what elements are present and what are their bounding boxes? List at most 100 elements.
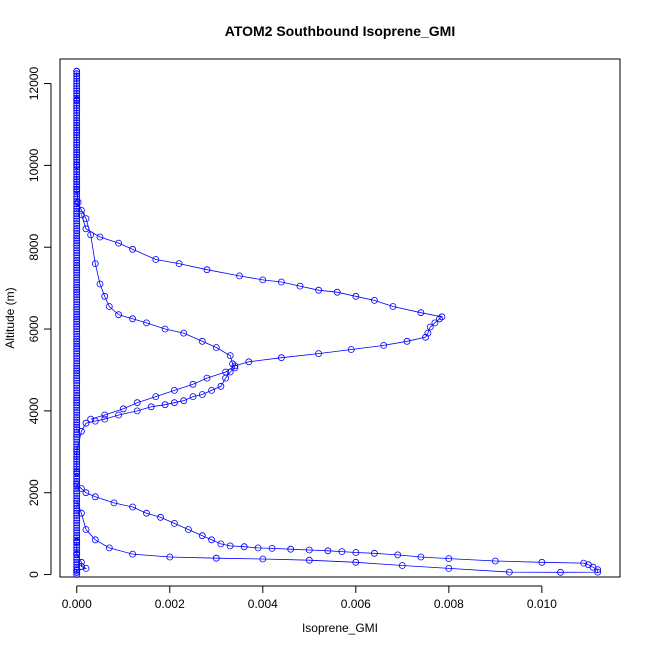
data-point (73, 436, 81, 443)
data-point (73, 313, 81, 321)
data-point (73, 367, 81, 375)
data-point (73, 148, 81, 156)
data-point (73, 195, 81, 203)
data-point (184, 526, 192, 533)
data-point (78, 206, 85, 214)
x-tick-label: 0.006 (341, 597, 371, 611)
x-tick-label: 0.000 (62, 597, 92, 611)
data-point (73, 239, 81, 247)
data-point (73, 514, 81, 522)
data-point (73, 151, 81, 159)
y-axis-label: Altitude (m) (3, 287, 17, 348)
y-tick-label: 4000 (27, 397, 41, 424)
data-point (73, 143, 81, 151)
data-point (245, 358, 253, 366)
data-point (73, 554, 81, 561)
data-point (129, 245, 137, 253)
data-point (129, 550, 137, 558)
data-point (73, 411, 81, 419)
data-point (73, 242, 81, 250)
data-point (143, 319, 150, 327)
data-point (73, 234, 81, 242)
data-point (73, 470, 81, 478)
data-point (73, 561, 81, 569)
data-point (73, 237, 81, 245)
data-point (73, 173, 81, 181)
data-point (73, 440, 81, 448)
data-point (82, 526, 90, 533)
data-point (82, 419, 90, 427)
data-point (180, 397, 188, 405)
data-point (229, 360, 237, 368)
data-point (203, 266, 211, 274)
data-point (73, 416, 81, 424)
data-point (73, 386, 81, 394)
data-point (198, 337, 206, 345)
x-tick-label: 0.008 (434, 597, 464, 611)
data-point (91, 536, 99, 544)
data-point (96, 233, 104, 241)
data-point (73, 220, 81, 227)
data-point (73, 423, 81, 431)
data-point (73, 566, 81, 573)
data-point (73, 121, 81, 129)
data-point (115, 239, 122, 247)
data-point (73, 357, 81, 365)
data-point (161, 401, 169, 409)
data-point (240, 543, 248, 551)
y-tick-label: 12000 (27, 67, 41, 101)
data-point (389, 303, 397, 310)
data-point (73, 362, 81, 370)
data-point (73, 104, 81, 112)
data-point (73, 264, 81, 272)
data-point (505, 568, 513, 576)
data-point (73, 183, 81, 191)
data-point (438, 313, 446, 321)
data-point (73, 215, 81, 223)
data-point (73, 251, 81, 259)
data-point (73, 166, 81, 173)
data-point (73, 129, 81, 137)
data-point (73, 558, 81, 566)
data-point (73, 67, 81, 75)
data-point (157, 513, 164, 521)
data-point (73, 161, 81, 169)
data-point (73, 467, 81, 475)
data-point (203, 374, 211, 382)
series-line (76, 484, 599, 573)
data-point (73, 94, 81, 102)
data-point (73, 288, 81, 296)
data-point (226, 542, 234, 550)
data-point (73, 97, 81, 105)
data-point (417, 309, 425, 317)
data-point (222, 368, 230, 376)
data-point (424, 329, 432, 337)
data-point (73, 377, 81, 385)
data-point (73, 117, 81, 124)
data-point (212, 344, 220, 351)
data-point (73, 492, 81, 500)
plot-border (59, 58, 621, 578)
data-point (101, 292, 109, 300)
data-point (73, 70, 81, 78)
data-point (147, 403, 155, 411)
data-point (73, 85, 81, 92)
data-point (73, 458, 81, 466)
data-point (73, 337, 81, 345)
data-point (73, 438, 81, 446)
data-point (73, 372, 81, 380)
data-point (73, 350, 81, 358)
data-point (73, 271, 81, 279)
data-point (73, 546, 81, 554)
data-point (73, 379, 81, 387)
data-point (189, 380, 197, 388)
data-point (73, 202, 81, 210)
data-point (73, 77, 81, 85)
data-point (166, 553, 174, 561)
data-point (324, 547, 332, 555)
data-point (73, 305, 81, 313)
data-point (73, 318, 81, 326)
data-point (133, 399, 141, 407)
data-point (152, 256, 160, 263)
data-point (110, 499, 118, 507)
